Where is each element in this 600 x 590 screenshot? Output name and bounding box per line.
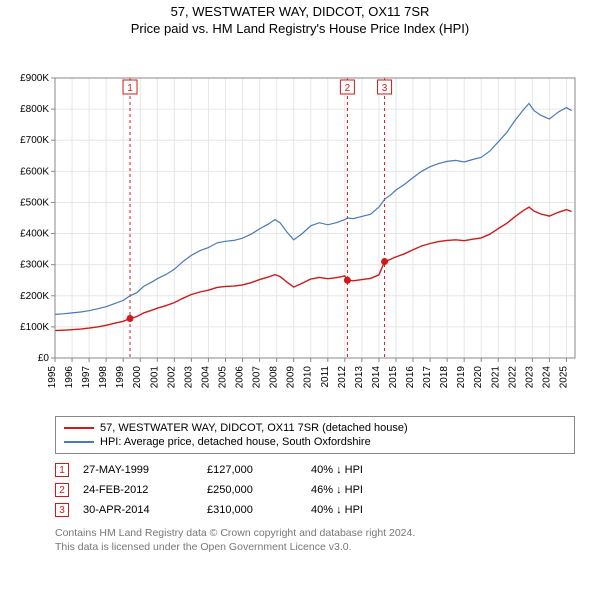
svg-text:2023: 2023	[524, 366, 535, 389]
transaction-delta: 40% ↓ HPI	[311, 464, 363, 476]
svg-text:2010: 2010	[303, 366, 314, 389]
legend-swatch	[64, 427, 94, 429]
transactions-table: 1 27-MAY-1999 £127,000 40% ↓ HPI 2 24-FE…	[55, 460, 575, 520]
svg-text:2016: 2016	[405, 366, 416, 389]
title-main: 57, WESTWATER WAY, DIDCOT, OX11 7SR	[0, 4, 600, 19]
svg-text:£100K: £100K	[20, 322, 49, 333]
table-row: 2 24-FEB-2012 £250,000 46% ↓ HPI	[55, 480, 575, 500]
svg-text:2004: 2004	[200, 366, 211, 389]
svg-text:£500K: £500K	[20, 197, 49, 208]
chart: £0 £100K £200K £300K £400K £500K £600K £700K £80…	[0, 38, 600, 408]
legend-item: 57, WESTWATER WAY, DIDCOT, OX11 7SR (det…	[64, 421, 566, 435]
svg-text:2019: 2019	[456, 366, 467, 389]
svg-text:£700K: £700K	[20, 135, 49, 146]
svg-text:2005: 2005	[217, 366, 228, 389]
transaction-date: 27-MAY-1999	[83, 464, 193, 476]
svg-text:2001: 2001	[149, 366, 160, 389]
svg-text:2018: 2018	[439, 366, 450, 389]
transaction-delta: 40% ↓ HPI	[311, 504, 363, 516]
footer-line: Contains HM Land Registry data © Crown c…	[55, 526, 575, 540]
svg-text:1995: 1995	[47, 366, 58, 389]
svg-text:2021: 2021	[490, 366, 501, 389]
svg-text:2014: 2014	[371, 366, 382, 389]
svg-text:£0: £0	[38, 353, 50, 364]
legend: 57, WESTWATER WAY, DIDCOT, OX11 7SR (det…	[55, 416, 575, 454]
footer-line: This data is licensed under the Open Gov…	[55, 540, 575, 554]
transaction-date: 24-FEB-2012	[83, 484, 193, 496]
svg-text:1997: 1997	[81, 366, 92, 389]
svg-text:£900K: £900K	[20, 73, 49, 84]
transaction-marker: 1	[55, 463, 69, 477]
transaction-price: £310,000	[207, 504, 297, 516]
table-row: 1 27-MAY-1999 £127,000 40% ↓ HPI	[55, 460, 575, 480]
svg-text:£800K: £800K	[20, 104, 49, 115]
svg-text:£600K: £600K	[20, 166, 49, 177]
transaction-marker: 3	[55, 503, 69, 517]
svg-text:2000: 2000	[132, 366, 143, 389]
chart-svg: £0 £100K £200K £300K £400K £500K £600K £700K £80…	[0, 38, 600, 408]
svg-text:£300K: £300K	[20, 260, 49, 271]
svg-text:2012: 2012	[337, 366, 348, 389]
svg-text:2007: 2007	[252, 366, 263, 389]
legend-label: HPI: Average price, detached house, Sout…	[100, 436, 371, 448]
transaction-marker: 2	[55, 483, 69, 497]
svg-text:2011: 2011	[320, 366, 331, 388]
svg-text:£200K: £200K	[20, 291, 49, 302]
svg-text:£400K: £400K	[20, 229, 49, 240]
legend-swatch	[64, 441, 94, 443]
svg-text:2009: 2009	[286, 366, 297, 389]
svg-text:3: 3	[382, 83, 388, 94]
svg-text:2022: 2022	[507, 366, 518, 389]
legend-item: HPI: Average price, detached house, Sout…	[64, 435, 566, 449]
transaction-delta: 46% ↓ HPI	[311, 484, 363, 496]
svg-text:1: 1	[127, 83, 133, 94]
transaction-price: £250,000	[207, 484, 297, 496]
svg-text:2: 2	[345, 83, 351, 94]
transaction-price: £127,000	[207, 464, 297, 476]
chart-titles: 57, WESTWATER WAY, DIDCOT, OX11 7SR Pric…	[0, 0, 600, 38]
svg-text:2025: 2025	[558, 366, 569, 389]
svg-text:2017: 2017	[422, 366, 433, 389]
svg-text:2003: 2003	[183, 366, 194, 389]
title-sub: Price paid vs. HM Land Registry's House …	[0, 21, 600, 36]
legend-label: 57, WESTWATER WAY, DIDCOT, OX11 7SR (det…	[100, 422, 408, 434]
svg-text:2002: 2002	[166, 366, 177, 389]
svg-text:2015: 2015	[388, 366, 399, 389]
transaction-date: 30-APR-2014	[83, 504, 193, 516]
svg-text:2024: 2024	[541, 366, 552, 389]
footer: Contains HM Land Registry data © Crown c…	[55, 526, 575, 554]
svg-text:2013: 2013	[354, 366, 365, 389]
svg-text:2020: 2020	[473, 366, 484, 389]
svg-text:2008: 2008	[269, 366, 280, 389]
page: 57, WESTWATER WAY, DIDCOT, OX11 7SR Pric…	[0, 0, 600, 554]
table-row: 3 30-APR-2014 £310,000 40% ↓ HPI	[55, 500, 575, 520]
svg-text:1999: 1999	[115, 366, 126, 389]
svg-text:2006: 2006	[235, 366, 246, 389]
svg-text:1996: 1996	[64, 366, 75, 389]
svg-text:1998: 1998	[98, 366, 109, 389]
